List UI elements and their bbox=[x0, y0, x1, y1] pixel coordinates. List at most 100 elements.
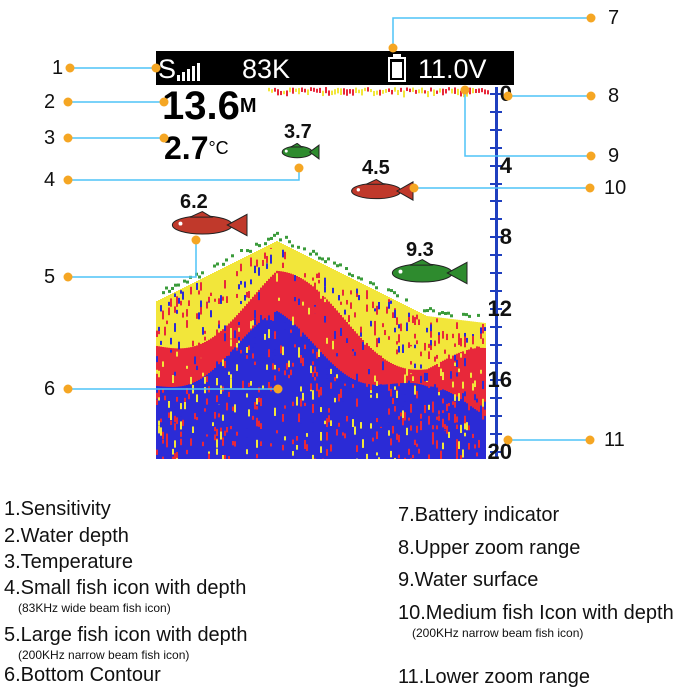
callout-dot bbox=[503, 435, 513, 445]
callout-number: 7 bbox=[608, 7, 620, 29]
callout-dot bbox=[63, 175, 73, 185]
legend-item: 3.Temperature bbox=[4, 551, 133, 573]
medium-fish-icon bbox=[351, 179, 414, 201]
callout-number: 3 bbox=[44, 127, 56, 149]
scale-tick bbox=[490, 128, 502, 131]
scale-tick bbox=[490, 307, 502, 310]
scale-tick bbox=[490, 325, 502, 328]
scale-tick bbox=[490, 433, 502, 436]
callout-line bbox=[464, 90, 591, 157]
scale-label: 8 bbox=[499, 224, 512, 250]
water-depth-value: 13.6 bbox=[162, 84, 240, 128]
callout-dot bbox=[63, 133, 73, 143]
scale-tick bbox=[490, 272, 502, 274]
water-depth-unit: M bbox=[239, 95, 257, 117]
callout-dot bbox=[159, 133, 169, 143]
callout-dot bbox=[409, 183, 419, 193]
legend-item: 6.Bottom Contour bbox=[4, 664, 161, 686]
callout-number: 10 bbox=[604, 177, 627, 199]
voltage-readout: 11.0V bbox=[418, 54, 487, 84]
scale-label: 16 bbox=[487, 367, 512, 393]
callout-number: 5 bbox=[44, 266, 56, 288]
scale-tick bbox=[490, 93, 502, 95]
callout-dot bbox=[586, 13, 596, 23]
callout-number: 2 bbox=[44, 91, 56, 113]
legend-item: 4.Small fish icon with depth bbox=[4, 577, 247, 599]
callout-dot bbox=[294, 163, 304, 173]
callout-dot bbox=[151, 63, 161, 73]
callout-number: 1 bbox=[52, 57, 64, 79]
callout-dot bbox=[191, 235, 201, 245]
scale-tick bbox=[490, 200, 502, 203]
legend-item: 5.Large fish icon with depth bbox=[4, 624, 248, 646]
scale-tick bbox=[490, 164, 502, 167]
callout-dot bbox=[586, 91, 596, 101]
scale-tick bbox=[490, 218, 502, 221]
battery-icon bbox=[388, 54, 406, 82]
fish-depth-label: 4.5 bbox=[362, 157, 390, 179]
legend-item: 9.Water surface bbox=[398, 569, 539, 591]
callout-dot bbox=[388, 43, 398, 53]
scale-tick bbox=[490, 289, 502, 292]
callout-number: 8 bbox=[608, 85, 620, 107]
callout-dot bbox=[460, 85, 470, 95]
callout-number: 11 bbox=[604, 429, 625, 451]
callout-dot bbox=[159, 97, 169, 107]
scale-tick bbox=[490, 146, 502, 149]
scale-tick bbox=[490, 236, 502, 239]
scale-label: 4 bbox=[499, 152, 512, 178]
scale-label: 20 bbox=[487, 439, 512, 459]
status-bar: S 83K 11.0V bbox=[156, 51, 514, 85]
callout-dot bbox=[63, 272, 73, 282]
scale-tick bbox=[490, 361, 502, 364]
callout-dot bbox=[63, 97, 73, 107]
scale-tick bbox=[490, 254, 502, 257]
callout-number: 6 bbox=[44, 378, 56, 400]
callout-dot bbox=[585, 435, 595, 445]
callout-dot bbox=[503, 91, 513, 101]
large-fish-icon bbox=[171, 211, 248, 237]
temperature-readout: 2.7°C bbox=[164, 131, 229, 165]
frequency-readout: 83K bbox=[242, 54, 291, 84]
sonar-screen: S 83K 11.0V 13.6M 2.7°C 3.7 4.5 6.2 9.3 … bbox=[156, 51, 514, 459]
legend-item: 2.Water depth bbox=[4, 525, 129, 547]
large-fish-icon bbox=[391, 259, 468, 285]
legend-item: 10.Medium fish Icon with depth bbox=[398, 602, 674, 624]
legend-item: 11.Lower zoom range bbox=[398, 666, 590, 688]
legend-note: (200KHz narrow beam fish icon) bbox=[412, 626, 584, 640]
scale-tick bbox=[490, 182, 502, 185]
sensitivity-bars-icon bbox=[177, 63, 200, 81]
legend-note: (200KHz narrow beam fish icon) bbox=[18, 648, 190, 662]
sonar-return-image bbox=[156, 87, 489, 459]
scale-tick bbox=[490, 415, 502, 418]
scale-tick bbox=[490, 379, 502, 382]
sensitivity-letter: S bbox=[158, 54, 177, 84]
callout-number: 4 bbox=[44, 169, 56, 191]
callout-dot bbox=[586, 151, 596, 161]
callout-line bbox=[392, 17, 591, 48]
small-fish-icon bbox=[281, 143, 320, 160]
fish-depth-label: 9.3 bbox=[406, 239, 434, 261]
legend-item: 7.Battery indicator bbox=[398, 504, 560, 526]
scale-label: 12 bbox=[487, 295, 512, 321]
fish-depth-label: 3.7 bbox=[284, 121, 312, 143]
scale-tick bbox=[490, 343, 502, 346]
legend-item: 8.Upper zoom range bbox=[398, 537, 581, 559]
callout-dot bbox=[63, 384, 73, 394]
fish-depth-label: 6.2 bbox=[180, 191, 208, 213]
callout-dot bbox=[65, 63, 75, 73]
callout-line bbox=[68, 240, 197, 278]
callout-line bbox=[68, 168, 300, 181]
scale-tick bbox=[490, 397, 502, 400]
callout-number: 9 bbox=[608, 145, 620, 167]
legend-note: (83KHz wide beam fish icon) bbox=[18, 601, 171, 615]
callout-dot bbox=[585, 183, 595, 193]
scale-tick bbox=[490, 110, 502, 113]
legend-item: 1.Sensitivity bbox=[4, 498, 111, 520]
temperature-unit: °C bbox=[208, 138, 229, 158]
callout-dot bbox=[273, 384, 283, 394]
water-depth-readout: 13.6M bbox=[162, 85, 257, 127]
temperature-value: 2.7 bbox=[164, 130, 209, 166]
scale-tick bbox=[490, 451, 502, 453]
